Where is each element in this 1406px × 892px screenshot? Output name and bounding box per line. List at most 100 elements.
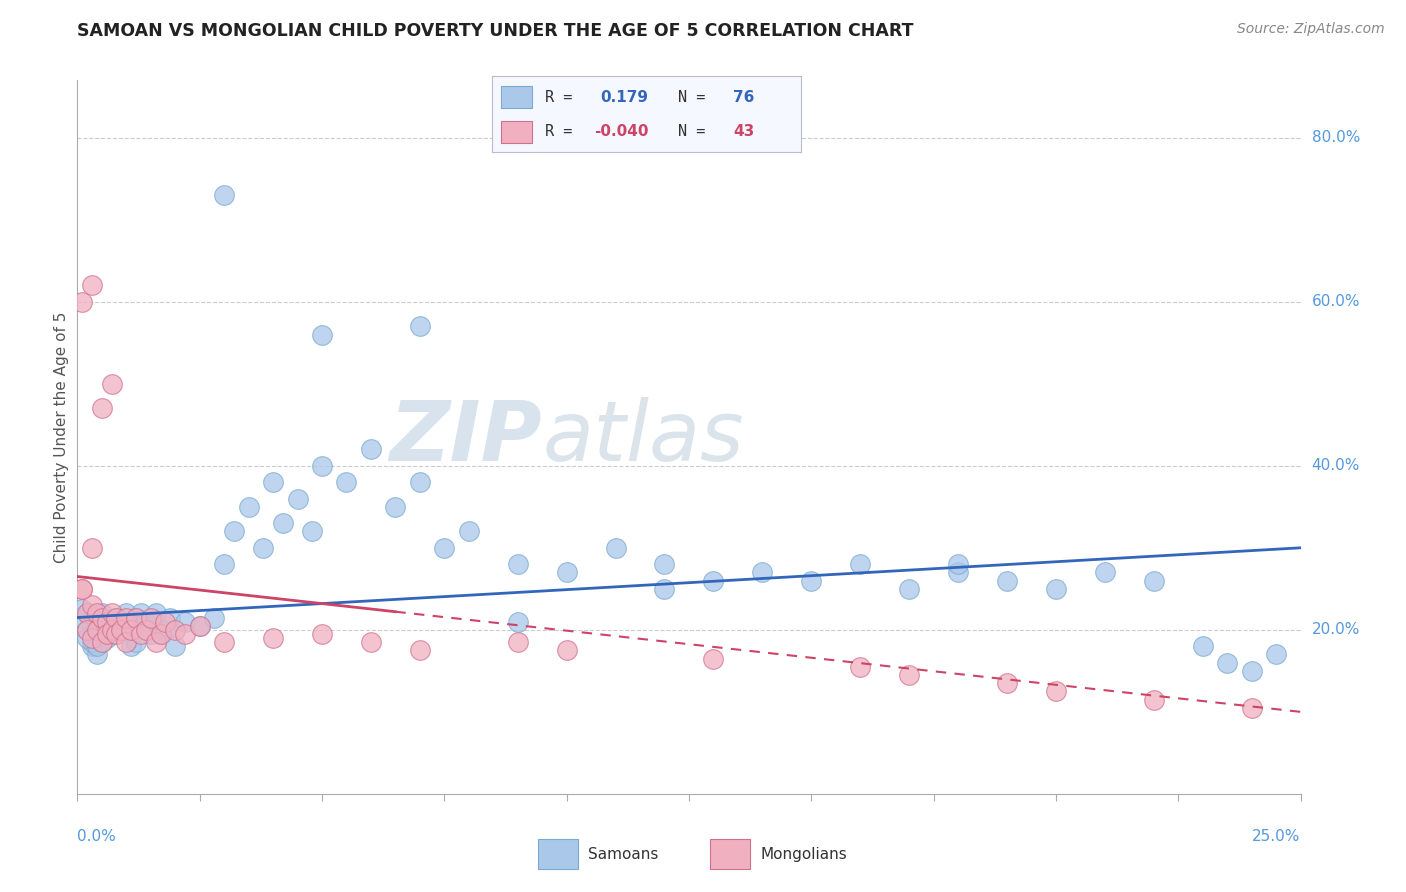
Point bbox=[115, 635, 138, 649]
Point bbox=[946, 558, 969, 572]
Point bbox=[155, 623, 177, 637]
Text: Samoans: Samoans bbox=[588, 847, 658, 862]
Point bbox=[506, 635, 529, 649]
Point bbox=[433, 541, 456, 555]
FancyBboxPatch shape bbox=[502, 121, 533, 143]
Point bbox=[100, 623, 122, 637]
Point bbox=[86, 648, 108, 662]
Point bbox=[1045, 684, 1067, 698]
Point bbox=[605, 541, 627, 555]
Point bbox=[115, 610, 138, 624]
Point bbox=[188, 618, 211, 632]
Point bbox=[654, 558, 676, 572]
Point bbox=[155, 615, 177, 629]
Point bbox=[149, 627, 172, 641]
Point bbox=[702, 574, 724, 588]
Text: 0.0%: 0.0% bbox=[77, 829, 117, 844]
Point bbox=[115, 607, 138, 621]
Point bbox=[120, 623, 142, 637]
Point bbox=[135, 623, 157, 637]
Text: 80.0%: 80.0% bbox=[1312, 130, 1360, 145]
Point bbox=[1240, 664, 1263, 678]
Point bbox=[311, 627, 333, 641]
Text: atlas: atlas bbox=[543, 397, 744, 477]
Text: Mongolians: Mongolians bbox=[761, 847, 846, 862]
Point bbox=[506, 558, 529, 572]
Point bbox=[174, 615, 197, 629]
Point bbox=[1265, 648, 1288, 662]
Point bbox=[409, 319, 432, 334]
Point bbox=[301, 524, 323, 539]
Point bbox=[654, 582, 676, 596]
Point bbox=[555, 643, 578, 657]
Point bbox=[1143, 574, 1166, 588]
Y-axis label: Child Poverty Under the Age of 5: Child Poverty Under the Age of 5 bbox=[53, 311, 69, 563]
Point bbox=[100, 376, 122, 391]
Point bbox=[457, 524, 479, 539]
Point bbox=[1094, 566, 1116, 580]
Point bbox=[506, 615, 529, 629]
Point bbox=[271, 516, 294, 531]
Point bbox=[149, 627, 172, 641]
Text: 40.0%: 40.0% bbox=[1312, 458, 1360, 474]
Point bbox=[105, 610, 128, 624]
Point bbox=[212, 558, 235, 572]
Point bbox=[70, 294, 93, 309]
Point bbox=[409, 643, 432, 657]
Point bbox=[90, 607, 112, 621]
Text: 25.0%: 25.0% bbox=[1253, 829, 1301, 844]
Point bbox=[212, 188, 235, 202]
Point bbox=[1240, 700, 1263, 714]
Text: 0.179: 0.179 bbox=[600, 89, 648, 104]
Point bbox=[110, 615, 132, 629]
Point bbox=[135, 615, 157, 629]
Point bbox=[76, 623, 98, 637]
Point bbox=[139, 627, 162, 641]
Point bbox=[995, 574, 1018, 588]
Point bbox=[335, 475, 357, 490]
Point bbox=[96, 627, 118, 641]
Point bbox=[80, 635, 103, 649]
Point bbox=[76, 607, 98, 621]
Point bbox=[145, 635, 167, 649]
Point bbox=[105, 610, 128, 624]
Point bbox=[100, 618, 122, 632]
Text: SAMOAN VS MONGOLIAN CHILD POVERTY UNDER THE AGE OF 5 CORRELATION CHART: SAMOAN VS MONGOLIAN CHILD POVERTY UNDER … bbox=[77, 22, 914, 40]
Point bbox=[311, 327, 333, 342]
Point bbox=[86, 615, 108, 629]
Point bbox=[555, 566, 578, 580]
Point bbox=[125, 610, 148, 624]
Text: 60.0%: 60.0% bbox=[1312, 294, 1360, 310]
Point bbox=[384, 500, 406, 514]
Point bbox=[145, 607, 167, 621]
Point bbox=[1216, 656, 1239, 670]
Point bbox=[96, 627, 118, 641]
Point bbox=[262, 475, 284, 490]
Text: N =: N = bbox=[678, 124, 704, 139]
Point bbox=[165, 639, 187, 653]
Point bbox=[360, 635, 382, 649]
Point bbox=[70, 582, 93, 596]
Point bbox=[202, 610, 225, 624]
Point bbox=[100, 607, 122, 621]
Point bbox=[125, 635, 148, 649]
Point bbox=[105, 627, 128, 641]
Point bbox=[252, 541, 274, 555]
Point bbox=[105, 627, 128, 641]
Point bbox=[86, 623, 108, 637]
Text: -0.040: -0.040 bbox=[595, 124, 648, 139]
FancyBboxPatch shape bbox=[537, 839, 578, 869]
Point bbox=[80, 627, 103, 641]
Point bbox=[86, 607, 108, 621]
Point bbox=[100, 623, 122, 637]
Point bbox=[90, 615, 112, 629]
Point bbox=[110, 623, 132, 637]
Point bbox=[90, 610, 112, 624]
Text: R =: R = bbox=[544, 89, 572, 104]
Text: 43: 43 bbox=[734, 124, 755, 139]
Point bbox=[212, 635, 235, 649]
Point bbox=[1143, 692, 1166, 706]
Text: 20.0%: 20.0% bbox=[1312, 623, 1360, 638]
Point bbox=[898, 582, 921, 596]
Point bbox=[188, 618, 211, 632]
